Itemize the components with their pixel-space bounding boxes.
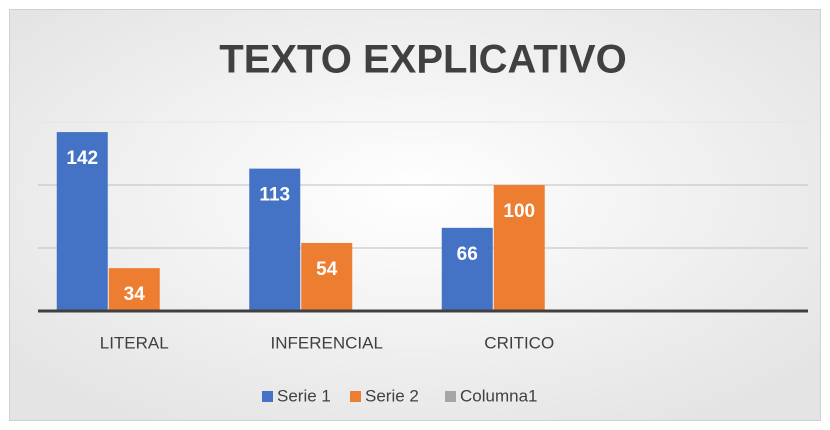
bar <box>56 132 108 311</box>
legend-label: Serie 2 <box>365 386 419 405</box>
legend-label: Columna1 <box>460 386 538 405</box>
data-label: 54 <box>316 259 338 280</box>
chart-title: TEXTO EXPLICATIVO <box>219 38 626 82</box>
bar <box>301 242 353 311</box>
data-label: 34 <box>124 284 146 305</box>
bar <box>249 168 301 311</box>
legend-swatch <box>262 391 273 402</box>
legend-swatch <box>445 391 456 402</box>
data-label: 66 <box>457 244 478 265</box>
chart-background <box>9 9 821 421</box>
bar <box>441 227 493 311</box>
x-tick-label: CRITICO <box>484 333 554 352</box>
bar <box>493 185 545 311</box>
data-label: 100 <box>503 201 535 222</box>
data-label: 142 <box>66 148 98 169</box>
legend-label: Serie 1 <box>277 386 331 405</box>
x-tick-label: LITERAL <box>100 333 169 352</box>
data-label: 113 <box>259 185 290 206</box>
x-tick-label: INFERENCIAL <box>271 333 383 352</box>
legend-swatch <box>350 391 361 402</box>
bar <box>108 268 160 311</box>
